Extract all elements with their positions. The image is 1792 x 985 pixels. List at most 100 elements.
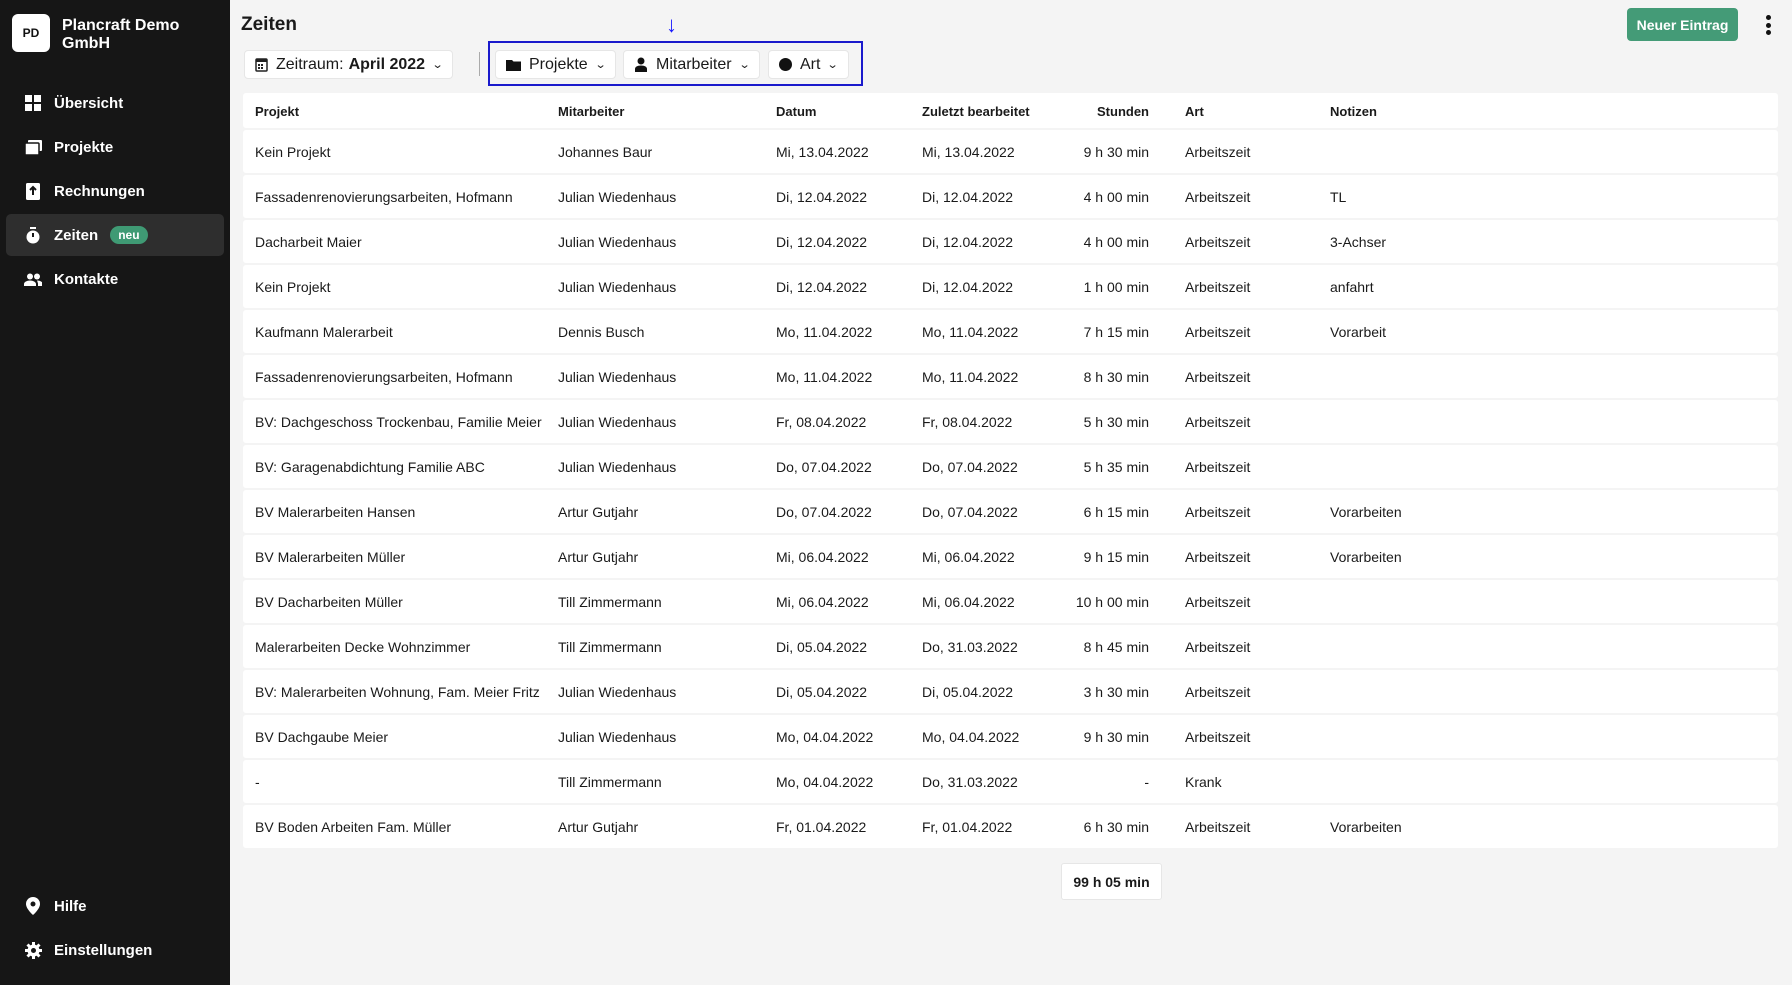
table-cell: Arbeitszeit bbox=[1185, 459, 1251, 475]
table-cell: Artur Gutjahr bbox=[558, 504, 639, 520]
calendar-icon bbox=[255, 58, 268, 72]
circle-icon bbox=[779, 58, 792, 71]
table-cell: Fr, 08.04.2022 bbox=[776, 414, 867, 430]
projekte-filter[interactable]: Projekte ⌄ bbox=[495, 50, 616, 79]
table-cell: Krank bbox=[1185, 774, 1222, 790]
table-row[interactable]: - Till Zimmermann Mo, 04.04.2022 Do, 31.03.… bbox=[243, 760, 1778, 803]
column-header[interactable]: Mitarbeiter bbox=[558, 104, 625, 119]
column-header[interactable]: Zuletzt bearbeitet bbox=[922, 104, 1030, 119]
new-badge: neu bbox=[110, 226, 148, 244]
sidebar-item-projekte[interactable]: Projekte bbox=[6, 126, 224, 168]
zeitraum-filter[interactable]: Zeitraum: April 2022 ⌄ bbox=[244, 50, 454, 79]
table-cell: Do, 07.04.2022 bbox=[922, 504, 1018, 520]
table-cell: Mo, 11.04.2022 bbox=[776, 369, 873, 385]
table-cell: Mi, 06.04.2022 bbox=[922, 594, 1015, 610]
chevron-down-icon: ⌄ bbox=[738, 59, 751, 71]
sidebar-item-label: Rechnungen bbox=[54, 182, 145, 200]
table-cell: Arbeitszeit bbox=[1185, 729, 1251, 745]
people-icon bbox=[24, 270, 42, 288]
table-cell: Kaufmann Malerarbeit bbox=[255, 324, 393, 340]
sidebar-item-kontakte[interactable]: Kontakte bbox=[6, 258, 224, 300]
table-row[interactable]: Fassadenrenovierungsarbeiten, Hofmann Jul… bbox=[243, 355, 1778, 398]
table-cell: 4 h 00 min bbox=[1083, 234, 1149, 250]
table-cell: BV Malerarbeiten Müller bbox=[255, 549, 406, 565]
table-cell: Till Zimmermann bbox=[558, 774, 662, 790]
table-row[interactable]: BV: Dachgeschoss Trockenbau, Familie Mei… bbox=[243, 400, 1778, 443]
table-cell: Mo, 11.04.2022 bbox=[776, 324, 873, 340]
table-cell: 10 h 00 min bbox=[1075, 594, 1149, 610]
table-row[interactable]: Fassadenrenovierungsarbeiten, Hofmann Jul… bbox=[243, 175, 1778, 218]
chevron-down-icon: ⌄ bbox=[594, 59, 607, 71]
table-row[interactable]: BV Dachgaube Meier Julian Wiedenhaus Mo, 0… bbox=[243, 715, 1778, 758]
table-row[interactable]: Kaufmann Malerarbeit Dennis Busch Mo, 11.0… bbox=[243, 310, 1778, 353]
table-row[interactable]: BV Dacharbeiten Müller Till Zimmermann Mi,… bbox=[243, 580, 1778, 623]
table-row[interactable]: BV Malerarbeiten Hansen Artur Gutjahr Do, … bbox=[243, 490, 1778, 533]
sidebar-item-bersicht[interactable]: Übersicht bbox=[6, 82, 224, 124]
sidebar-item-rechnungen[interactable]: Rechnungen bbox=[6, 170, 224, 212]
mitarbeiter-filter[interactable]: Mitarbeiter ⌄ bbox=[623, 50, 760, 79]
new-entry-button[interactable]: Neuer Eintrag bbox=[1627, 8, 1738, 41]
table-cell: Arbeitszeit bbox=[1185, 369, 1251, 385]
column-header[interactable]: Notizen bbox=[1330, 104, 1377, 119]
sidebar-item-hilfe[interactable]: Hilfe bbox=[6, 885, 224, 927]
company-logo[interactable]: PD bbox=[12, 14, 50, 52]
table-cell: 6 h 30 min bbox=[1083, 819, 1149, 835]
art-filter[interactable]: Art ⌄ bbox=[768, 50, 849, 79]
table-cell: BV Malerarbeiten Hansen bbox=[255, 504, 416, 520]
table-cell: BV Boden Arbeiten Fam. Müller bbox=[255, 819, 452, 835]
table-row[interactable]: Malerarbeiten Decke Wohnzimmer Till Zimme… bbox=[243, 625, 1778, 668]
zeitraum-value: April 2022 bbox=[348, 55, 426, 73]
sidebar-item-label: Einstellungen bbox=[54, 941, 153, 959]
table-cell: anfahrt bbox=[1330, 279, 1374, 295]
table-row[interactable]: Dacharbeit Maier Julian Wiedenhaus Di, 12.… bbox=[243, 220, 1778, 263]
table-row[interactable]: Kein Projekt Johannes Baur Mi, 13.04.2022 M… bbox=[243, 130, 1778, 173]
table-cell: Artur Gutjahr bbox=[558, 549, 639, 565]
table-cell: 7 h 15 min bbox=[1083, 324, 1149, 340]
table-cell: Di, 12.04.2022 bbox=[922, 189, 1014, 205]
table-cell: Malerarbeiten Decke Wohnzimmer bbox=[255, 639, 471, 655]
column-header[interactable]: Datum bbox=[776, 104, 817, 119]
table-cell: 8 h 30 min bbox=[1083, 369, 1149, 385]
table-cell: Julian Wiedenhaus bbox=[558, 279, 677, 295]
column-header[interactable]: Stunden bbox=[1097, 104, 1149, 119]
sidebar-item-label: Projekte bbox=[54, 138, 114, 156]
table-cell: TL bbox=[1330, 189, 1347, 205]
arrow-down-icon: ↓ bbox=[666, 12, 677, 37]
total-hours: 99 h 05 min bbox=[1061, 863, 1162, 900]
more-options-icon[interactable] bbox=[1760, 12, 1776, 38]
table-cell: Fr, 01.04.2022 bbox=[922, 819, 1013, 835]
company-name: Plancraft Demo GmbH bbox=[62, 17, 180, 52]
table-row[interactable]: Kein Projekt Julian Wiedenhaus Di, 12.04.2… bbox=[243, 265, 1778, 308]
table-cell: Di, 05.04.2022 bbox=[922, 684, 1014, 700]
table-cell: Arbeitszeit bbox=[1185, 639, 1251, 655]
sidebar-item-label: Hilfe bbox=[54, 897, 87, 915]
page-title: Zeiten bbox=[241, 14, 297, 35]
table-cell: Julian Wiedenhaus bbox=[558, 189, 677, 205]
table-cell: Arbeitszeit bbox=[1185, 144, 1251, 160]
table-cell: Arbeitszeit bbox=[1185, 279, 1251, 295]
sidebar-item-zeiten[interactable]: Zeiten neu bbox=[6, 214, 224, 256]
table-row[interactable]: BV Boden Arbeiten Fam. Müller Artur Gutja… bbox=[243, 805, 1778, 848]
table-cell: 6 h 15 min bbox=[1083, 504, 1149, 520]
table-cell: 3-Achser bbox=[1330, 234, 1387, 250]
table-row[interactable]: BV: Garagenabdichtung Familie ABC Julian … bbox=[243, 445, 1778, 488]
table-row[interactable]: BV: Malerarbeiten Wohnung, Fam. Meier Fr… bbox=[243, 670, 1778, 713]
table-cell: Fassadenrenovierungsarbeiten, Hofmann bbox=[255, 369, 513, 385]
table-cell: Di, 12.04.2022 bbox=[776, 189, 868, 205]
table-cell: Julian Wiedenhaus bbox=[558, 234, 677, 250]
sidebar-item-label: Zeiten bbox=[54, 226, 99, 244]
table-cell: Vorarbeiten bbox=[1330, 549, 1402, 565]
table-cell: Do, 31.03.2022 bbox=[922, 774, 1018, 790]
column-header[interactable]: Art bbox=[1185, 104, 1204, 119]
table-cell: Julian Wiedenhaus bbox=[558, 459, 677, 475]
sidebar-item-einstellungen[interactable]: Einstellungen bbox=[6, 929, 224, 971]
table-cell: Johannes Baur bbox=[558, 144, 653, 160]
table-cell: 9 h 15 min bbox=[1083, 549, 1149, 565]
table-cell: Mo, 11.04.2022 bbox=[922, 324, 1019, 340]
gear-icon bbox=[24, 941, 42, 959]
table-cell: 8 h 45 min bbox=[1083, 639, 1149, 655]
table-row[interactable]: BV Malerarbeiten Müller Artur Gutjahr Mi, … bbox=[243, 535, 1778, 578]
table-cell: 1 h 00 min bbox=[1083, 279, 1149, 295]
sidebar: PD Plancraft Demo GmbH Übersicht Projekte… bbox=[0, 0, 230, 985]
column-header[interactable]: Projekt bbox=[255, 104, 300, 119]
